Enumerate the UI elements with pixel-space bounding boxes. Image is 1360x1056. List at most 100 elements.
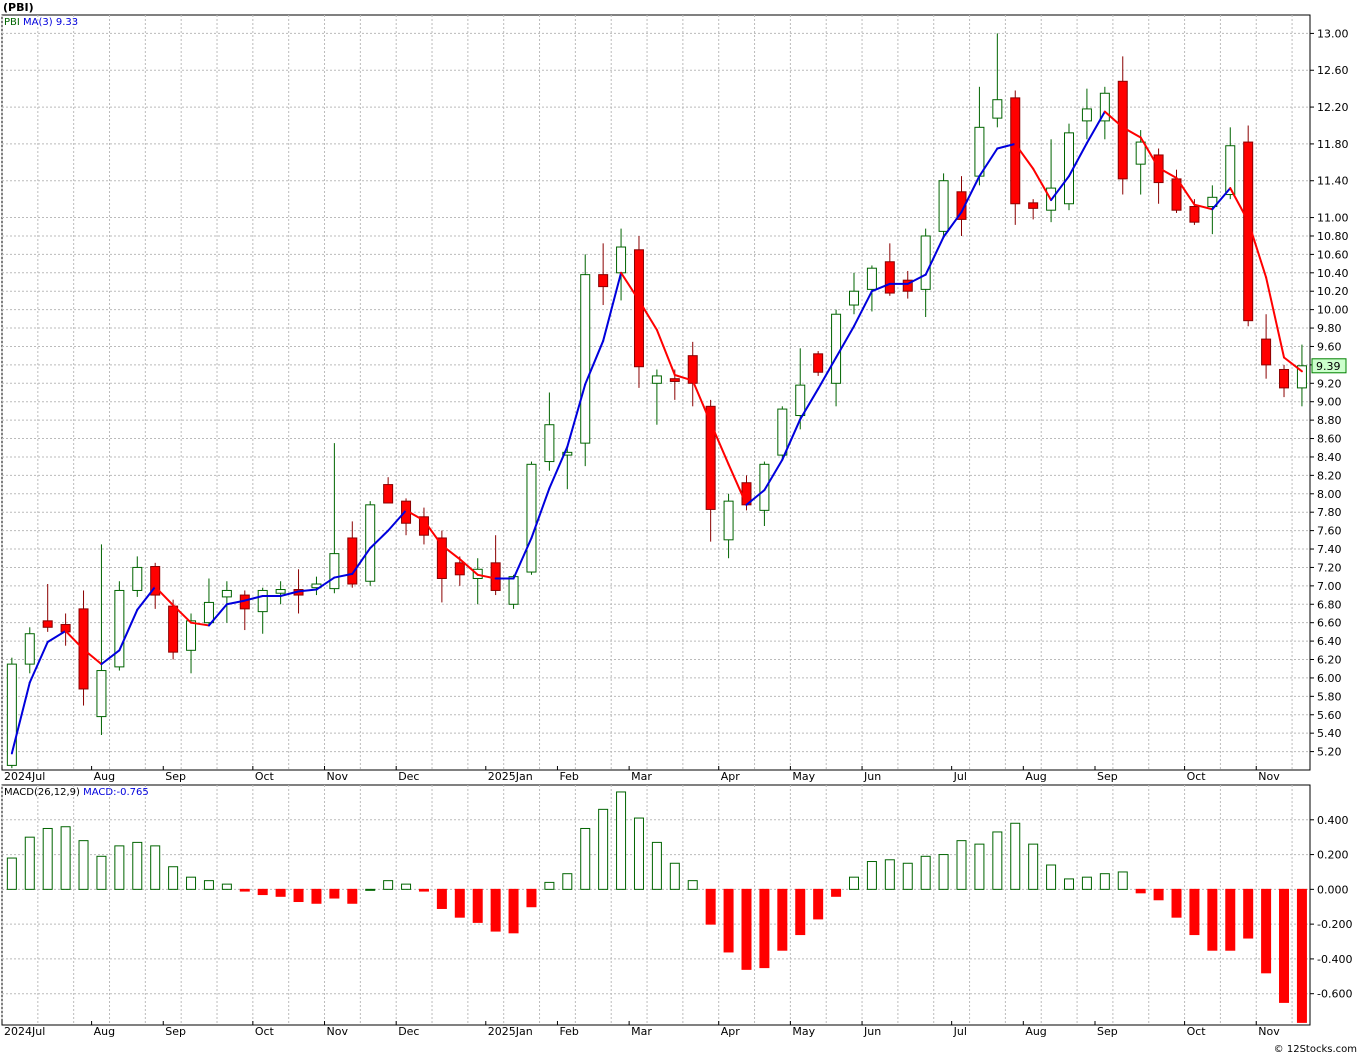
price-y-tick-label: 8.60 [1317,433,1342,446]
candle-body [813,353,824,373]
ma3-segment [1265,276,1286,359]
candle [1135,130,1146,195]
ma3-segment [10,681,31,755]
candle-body [186,620,197,651]
ma3-segment [1121,126,1142,139]
macd-x-axis-month-label: Sep [165,1025,186,1038]
macd-bar [329,888,340,899]
ma3-segment [1211,187,1232,211]
ma3-segment [996,142,1017,150]
price-plot-frame [1,14,1311,771]
candle-body [580,274,591,444]
ma3-segment [1103,110,1124,129]
price-y-tick-label: 9.80 [1317,322,1342,335]
x-axis-month-label: Nov [327,770,349,783]
macd-bar [741,888,752,970]
macd-bar [884,859,895,890]
macd-bar [956,840,967,890]
ma3-segment [207,603,228,627]
macd-bar [848,876,859,890]
macd-bar [383,880,394,890]
ma3-segment [458,558,479,576]
macd-bar [293,888,304,903]
macd-bar [96,855,107,890]
candle [1261,314,1272,379]
macd-bar [257,888,268,896]
candle-body [6,663,17,766]
macd-y-tick-label: -0.400 [1317,953,1352,966]
ma3-segment [476,573,497,580]
macd-bar [186,876,197,890]
ma3-segment [655,328,676,377]
ma3-segment [297,588,318,593]
candle [651,369,662,425]
macd-bar [221,883,232,890]
ma3-segment [620,271,640,302]
macd-bar [723,888,734,953]
ma3-segment [351,547,372,575]
candle [992,33,1003,128]
candle [365,501,376,586]
ma3-segment [369,529,390,550]
candle [24,627,35,674]
macd-bar [311,888,322,904]
candle-body [1279,368,1290,389]
macd-y-tick-label: 0.200 [1317,849,1349,862]
candle-body [221,589,232,598]
price-y-tick-label: 6.20 [1317,654,1342,667]
price-y-tick-label: 8.00 [1317,488,1342,501]
ma3-segment [387,509,408,532]
ma3-segment [548,445,569,490]
ma3-segment [978,147,999,178]
candle-body [795,384,806,417]
last-price-label: 9.39 [1316,360,1341,373]
candle [132,556,143,597]
candle-body [544,424,555,463]
macd-x-axis-month-label: 2024Jul [4,1025,45,1038]
last-price-box [1311,358,1347,374]
ma3-segment [960,175,981,214]
ma3-segment [584,339,605,386]
ma3-segment [405,509,425,522]
candle-body [633,249,644,368]
macd-legend: MACD(26,12,9) MACD:-0.765 [4,787,149,798]
candle-body [598,274,609,288]
price-y-tick-label: 7.20 [1317,561,1342,574]
ma3-segment [763,458,784,492]
x-axis-month-label: 2024Jul [4,770,45,783]
x-axis-month-label: Aug [1025,770,1046,783]
macd-bar [616,791,627,890]
macd-bar [132,841,143,890]
ma3-segment [781,418,802,461]
candle-body [723,500,734,541]
price-y-tick-label: 5.40 [1317,727,1342,740]
candle-body [96,670,107,718]
candle-body [884,261,895,294]
ma3-segment [799,387,820,421]
macd-bar [436,888,447,909]
candle-body [1099,92,1110,122]
macd-bar [275,888,286,897]
ma3-segment [1032,167,1053,202]
ma3-segment [1193,203,1214,211]
candle-body [42,620,53,628]
x-axis-month-label: Nov [1258,770,1280,783]
candle-body [651,375,662,384]
price-y-tick-label: 5.60 [1317,709,1342,722]
macd-bar [1099,873,1110,890]
candle [329,443,340,594]
candle-body [669,378,680,382]
ma3-segment [172,604,193,624]
price-y-tick-label: 11.40 [1317,175,1349,188]
candle [813,351,824,376]
ma3-segment [566,383,587,448]
macd-bar [866,861,877,890]
macd-x-axis-month-label: Oct [255,1025,275,1038]
candle-body [132,566,143,591]
price-y-tick-label: 10.00 [1317,304,1349,317]
candle [1279,364,1290,398]
macd-x-axis-month-label: Nov [1258,1025,1280,1038]
candle-body [275,589,286,594]
legend-ma-label: MA(3) [23,17,56,28]
watermark: © 12Stocks.com [1274,1044,1357,1055]
